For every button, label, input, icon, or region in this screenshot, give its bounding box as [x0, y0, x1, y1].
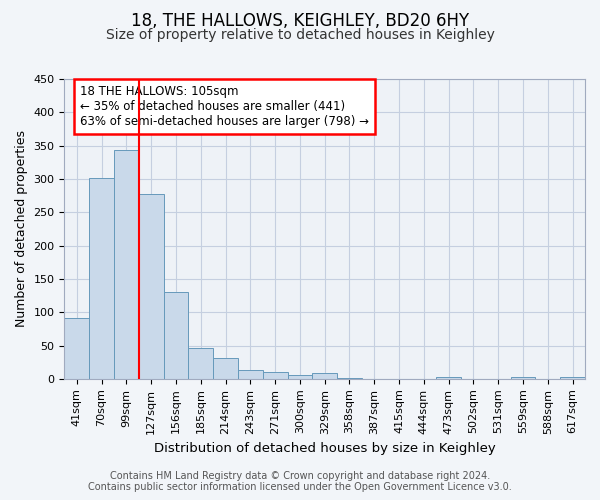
Bar — [238, 370, 263, 379]
Bar — [213, 358, 238, 379]
Bar — [313, 373, 337, 379]
Bar — [560, 378, 585, 379]
Bar — [188, 348, 213, 379]
X-axis label: Distribution of detached houses by size in Keighley: Distribution of detached houses by size … — [154, 442, 496, 455]
Bar — [263, 372, 287, 379]
Bar — [64, 318, 89, 379]
Text: 18, THE HALLOWS, KEIGHLEY, BD20 6HY: 18, THE HALLOWS, KEIGHLEY, BD20 6HY — [131, 12, 469, 30]
Bar — [139, 194, 164, 379]
Text: 18 THE HALLOWS: 105sqm
← 35% of detached houses are smaller (441)
63% of semi-de: 18 THE HALLOWS: 105sqm ← 35% of detached… — [80, 85, 369, 128]
Text: Contains HM Land Registry data © Crown copyright and database right 2024.: Contains HM Land Registry data © Crown c… — [110, 471, 490, 481]
Bar — [511, 378, 535, 379]
Text: Contains public sector information licensed under the Open Government Licence v3: Contains public sector information licen… — [88, 482, 512, 492]
Bar — [164, 292, 188, 379]
Y-axis label: Number of detached properties: Number of detached properties — [15, 130, 28, 328]
Bar — [114, 150, 139, 379]
Bar — [89, 178, 114, 379]
Bar — [287, 375, 313, 379]
Bar — [337, 378, 362, 379]
Bar — [436, 377, 461, 379]
Text: Size of property relative to detached houses in Keighley: Size of property relative to detached ho… — [106, 28, 494, 42]
